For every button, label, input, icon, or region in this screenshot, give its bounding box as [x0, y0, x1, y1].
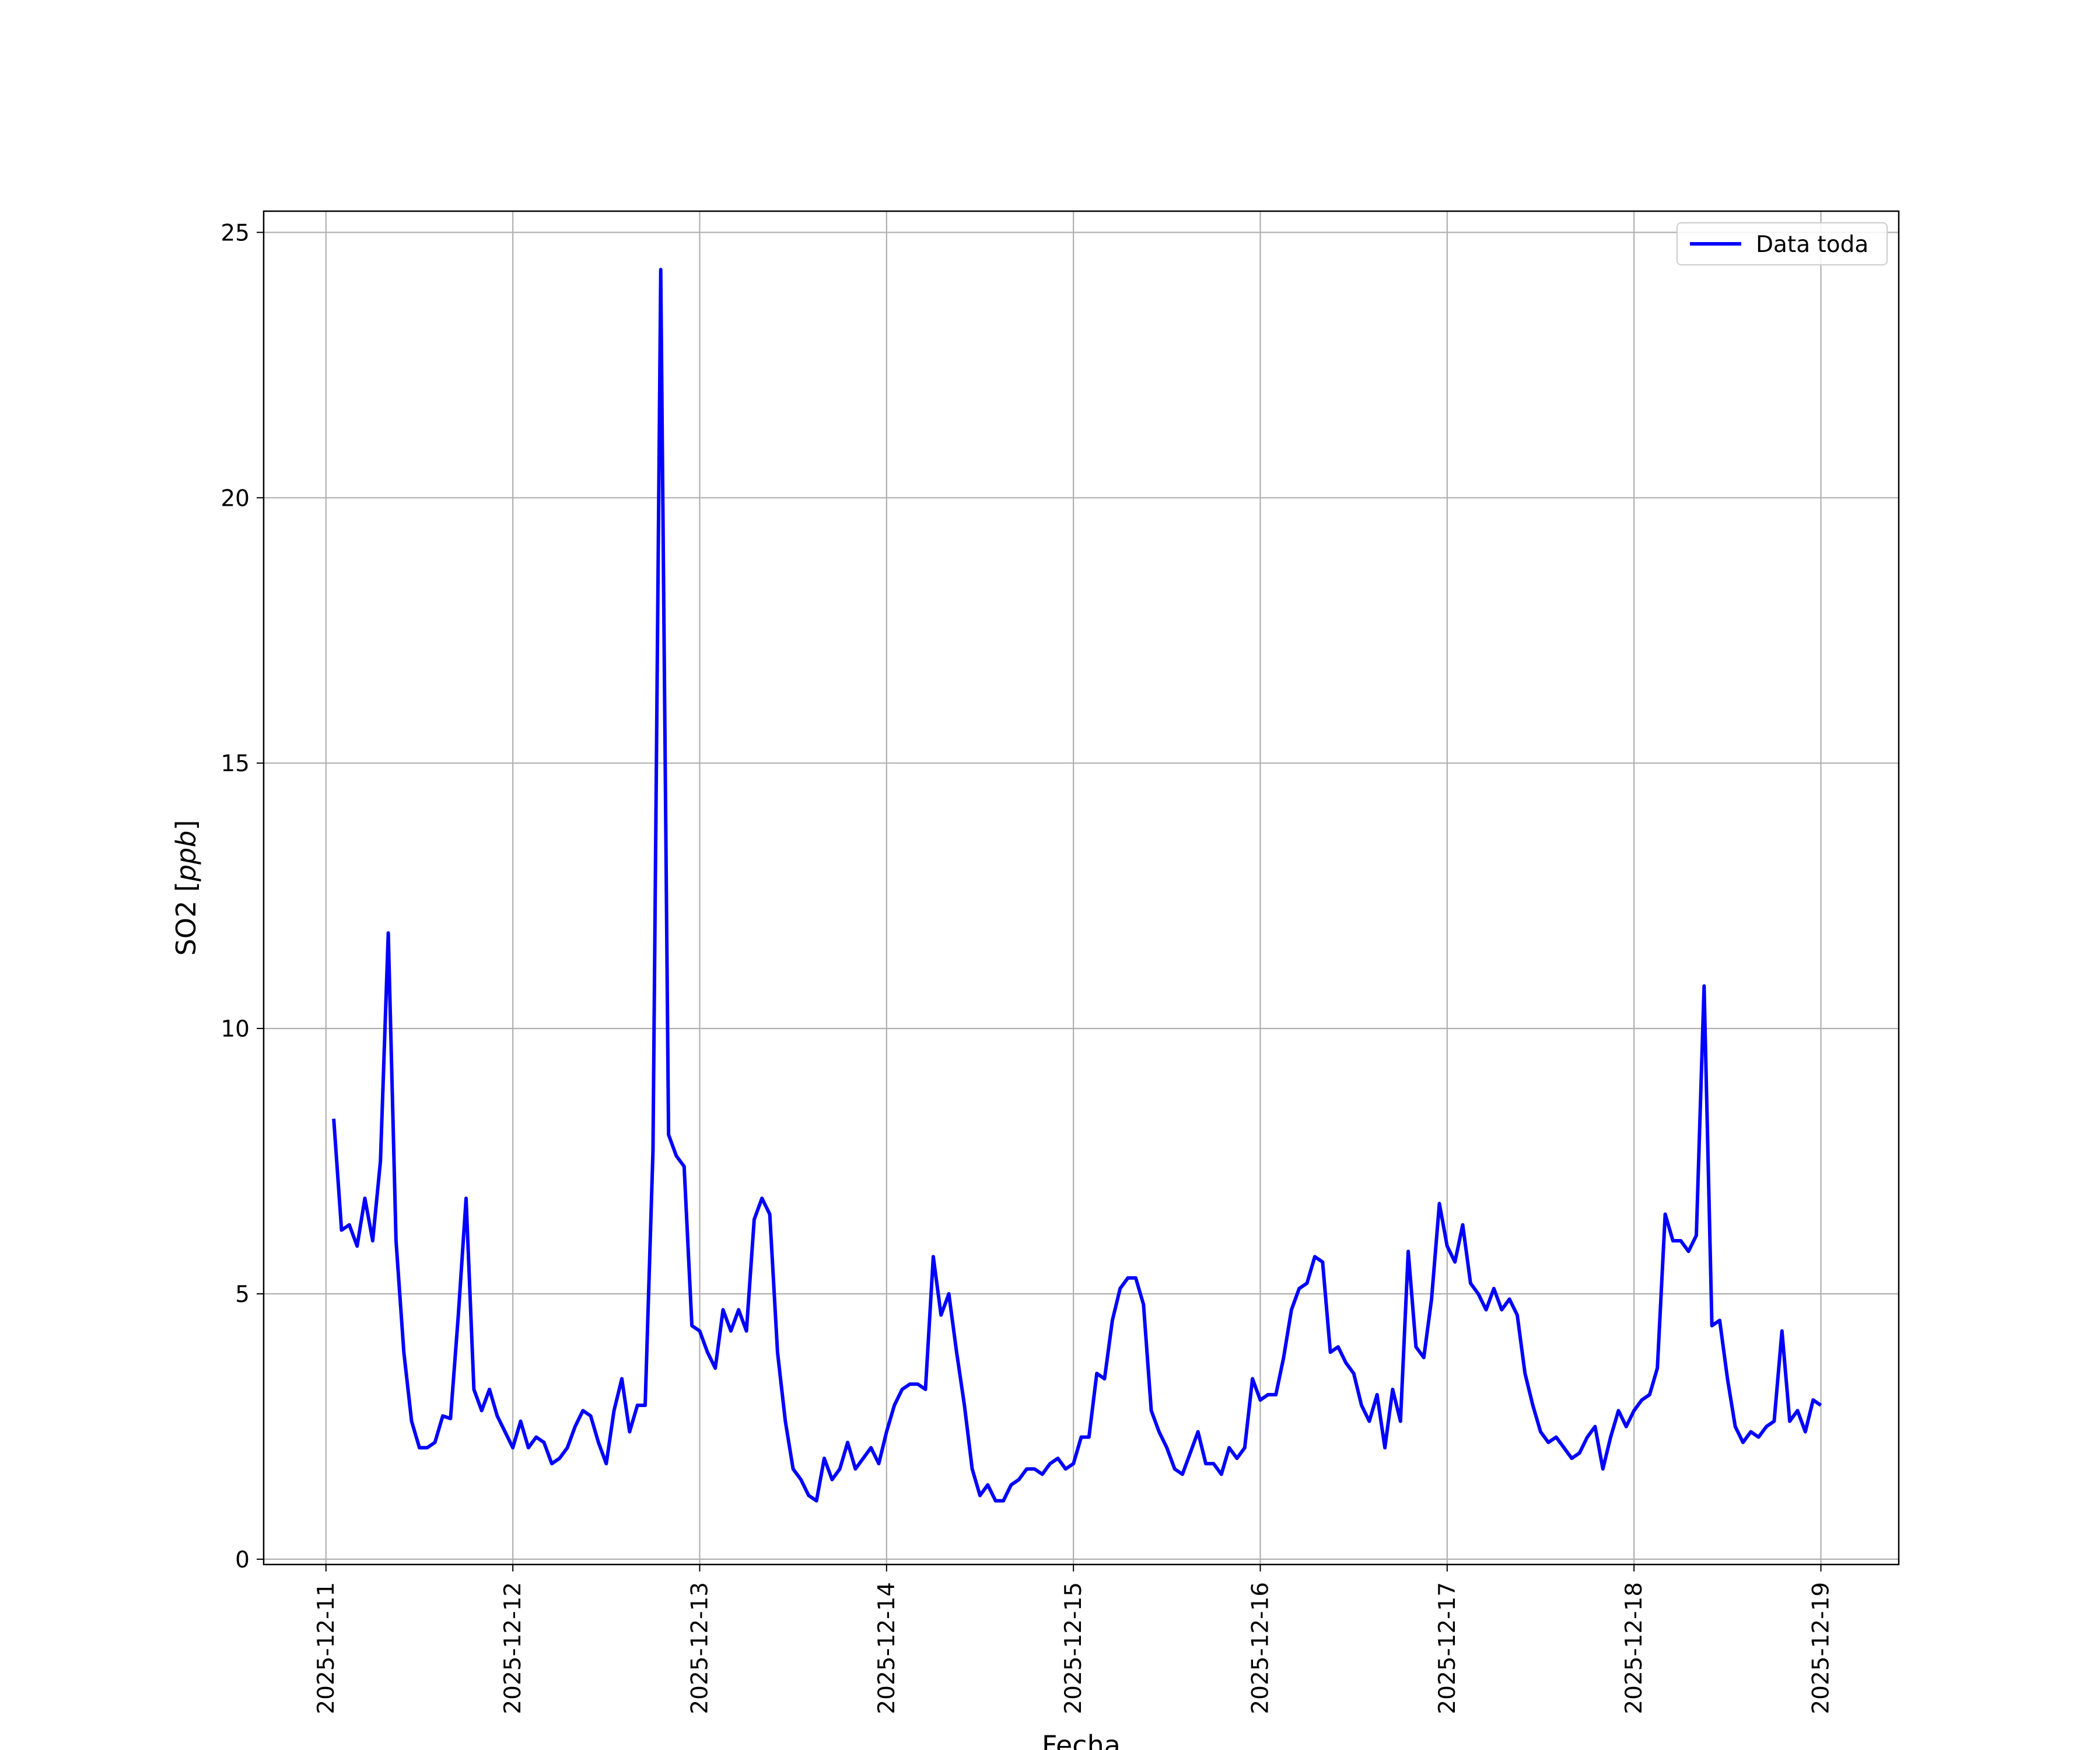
x-tick-label: 2025-12-15	[1060, 1582, 1087, 1714]
x-tick-label: 2025-12-12	[500, 1582, 526, 1714]
legend-label: Data toda	[1756, 232, 1868, 258]
y-axis-title-suffix: ]	[170, 820, 202, 831]
series-line-0	[332, 268, 1822, 1503]
y-tick-label: 20	[220, 485, 250, 512]
x-tick-label: 2025-12-11	[313, 1582, 340, 1714]
x-tick-label: 2025-12-16	[1247, 1582, 1273, 1714]
x-tick-label: 2025-12-13	[687, 1582, 713, 1714]
x-tick-label: 2025-12-18	[1621, 1582, 1647, 1714]
legend-box	[1676, 222, 1888, 265]
legend: Data toda	[1676, 222, 1888, 265]
y-tick-label: 0	[235, 1547, 250, 1573]
grid-lines	[264, 211, 1899, 1564]
y-tick-label: 15	[220, 751, 250, 777]
y-axis-title-prefix: SO2 [	[170, 881, 202, 956]
y-axis: 0 5 10 15 20 25	[220, 220, 264, 1573]
x-tick-label: 2025-12-19	[1808, 1582, 1835, 1714]
x-axis: 2025-12-11 2025-12-12 2025-12-13 2025-12-14…	[313, 1564, 1835, 1714]
x-tick-label: 2025-12-14	[874, 1582, 900, 1714]
plot-frame	[262, 210, 1900, 1566]
series-layer	[332, 268, 1822, 1503]
y-tick-label: 10	[220, 1016, 250, 1042]
x-tick-label: 2025-12-17	[1434, 1582, 1461, 1714]
y-axis-title: SO2 [ppb]	[170, 820, 202, 956]
y-axis-title-unit: ppb	[170, 831, 202, 883]
x-axis-title: Fecha	[1042, 1730, 1121, 1750]
y-tick-label: 25	[220, 220, 250, 246]
y-tick-label: 5	[235, 1282, 250, 1308]
